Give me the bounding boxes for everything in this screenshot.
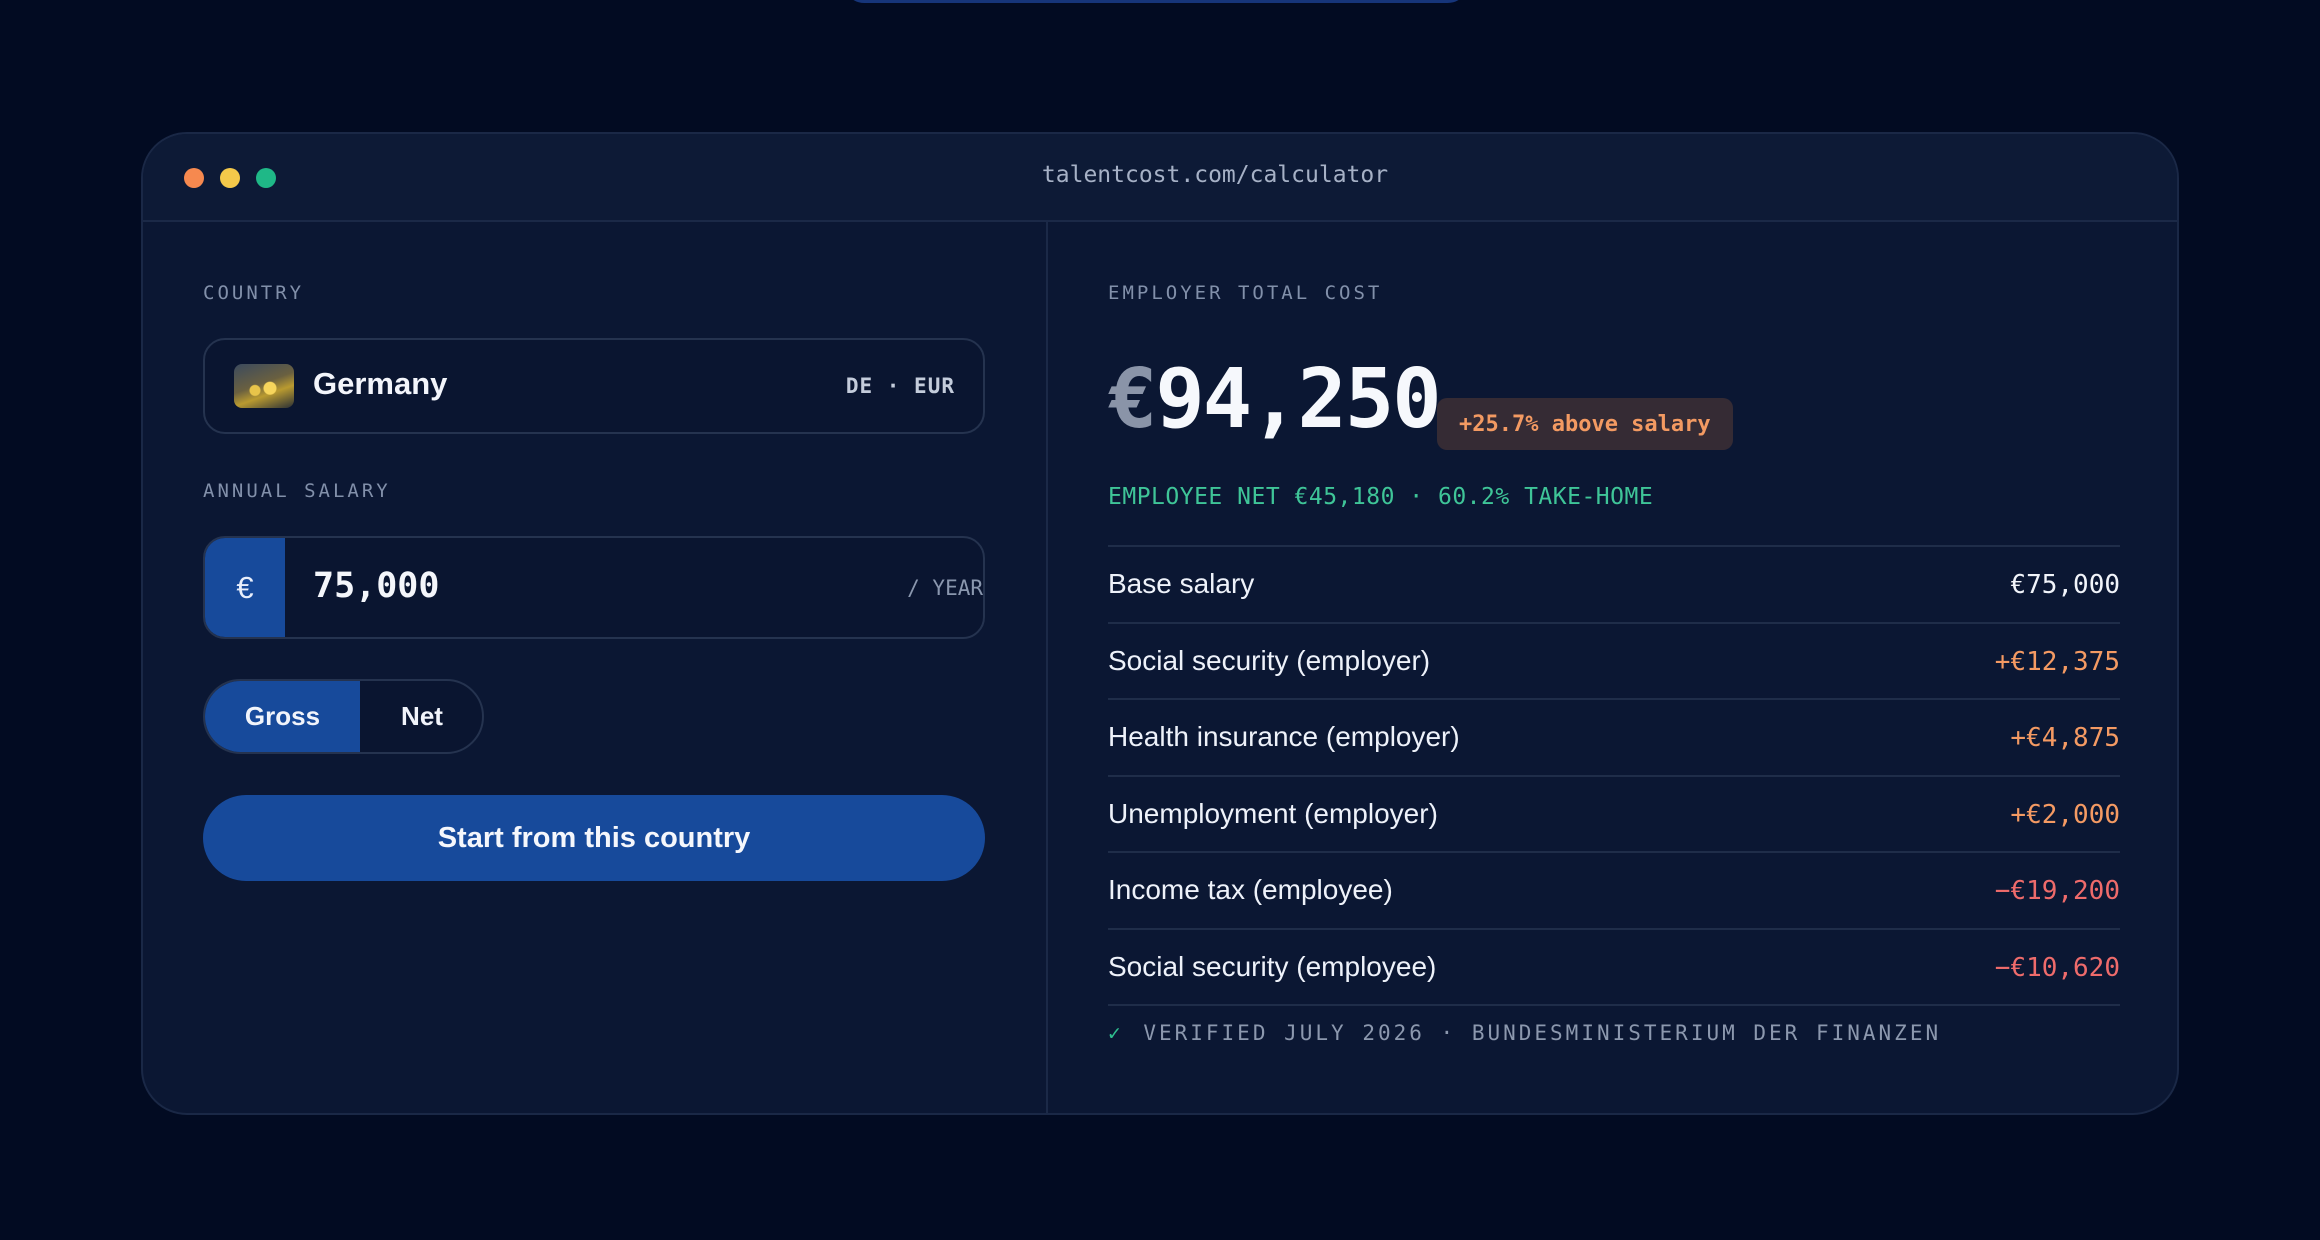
employer-total-label: EMPLOYER TOTAL COST: [1108, 282, 1383, 304]
breakdown-row: Health insurance (employer) +€4,875: [1108, 700, 2120, 777]
maximize-window-dot[interactable]: [256, 168, 276, 188]
salary-period: / YEAR: [907, 576, 983, 600]
minimize-window-dot[interactable]: [220, 168, 240, 188]
country-photo-icon: [234, 364, 294, 408]
verified-text: VERIFIED JULY 2026 · BUNDESMINISTERIUM D…: [1143, 1021, 1942, 1045]
breakdown-label: Unemployment (employer): [1108, 797, 1438, 829]
close-window-dot[interactable]: [184, 168, 204, 188]
country-select[interactable]: Germany DE · EUR: [203, 338, 985, 434]
country-label: COUNTRY: [203, 282, 305, 304]
breakdown-label: Social security (employee): [1108, 950, 1437, 982]
window-titlebar: talentcost.com/calculator: [143, 134, 2177, 222]
breakdown-label: Social security (employer): [1108, 644, 1431, 676]
breakdown-label: Base salary: [1108, 568, 1255, 599]
salary-value[interactable]: 75,000: [313, 566, 440, 606]
browser-window: talentcost.com/calculator COUNTRY German…: [141, 132, 2179, 1115]
cost-breakdown-list: Base salary €75,000 Social security (emp…: [1108, 545, 2120, 1006]
net-toggle-button[interactable]: Net: [401, 701, 443, 731]
breakdown-value: −€19,200: [1994, 876, 2120, 906]
top-nav-pill: [843, 0, 1469, 3]
breakdown-value: +€4,875: [2010, 723, 2120, 753]
check-icon: ✓: [1108, 1021, 1124, 1045]
employer-total-cost: €94,250: [1108, 352, 1442, 452]
gross-toggle-button[interactable]: Gross: [205, 681, 360, 752]
employee-net-line: EMPLOYEE NET €45,180 · 60.2% TAKE-HOME: [1108, 484, 1654, 510]
panel-divider: [1046, 222, 1048, 1113]
breakdown-row: Base salary €75,000: [1108, 547, 2120, 624]
verified-source-note: ✓ VERIFIED JULY 2026 · BUNDESMINISTERIUM…: [1108, 1021, 1941, 1045]
breakdown-value: +€2,000: [2010, 799, 2120, 830]
gross-net-toggle: Gross Net: [203, 679, 484, 754]
start-from-country-button[interactable]: Start from this country: [203, 795, 985, 881]
calculator-form-panel: COUNTRY Germany DE · EUR ANNUAL SALARY €…: [143, 222, 1046, 1113]
total-amount: 94,250: [1155, 352, 1441, 447]
breakdown-label: Income tax (employee): [1108, 874, 1393, 905]
breakdown-value: €75,000: [2010, 570, 2120, 600]
country-name: Germany: [313, 366, 448, 401]
breakdown-row: Social security (employer) +€12,375: [1108, 624, 2120, 700]
result-panel: EMPLOYER TOTAL COST €94,250 +25.7% above…: [1048, 222, 2177, 1113]
above-salary-badge: +25.7% above salary: [1437, 398, 1733, 450]
country-code: DE · EUR: [845, 374, 955, 398]
breakdown-row: Income tax (employee) −€19,200: [1108, 853, 2120, 930]
currency-prefix: €: [205, 538, 285, 637]
salary-input[interactable]: € 75,000 / YEAR: [203, 536, 985, 639]
breakdown-label: Health insurance (employer): [1108, 721, 1460, 752]
address-url: talentcost.com/calculator: [1041, 162, 1389, 188]
breakdown-value: −€10,620: [1994, 952, 2120, 983]
breakdown-row: Social security (employee) −€10,620: [1108, 930, 2120, 1006]
salary-label: ANNUAL SALARY: [203, 480, 391, 502]
breakdown-value: +€12,375: [1994, 646, 2120, 677]
total-currency-symbol: €: [1108, 352, 1157, 447]
breakdown-row: Unemployment (employer) +€2,000: [1108, 777, 2120, 853]
